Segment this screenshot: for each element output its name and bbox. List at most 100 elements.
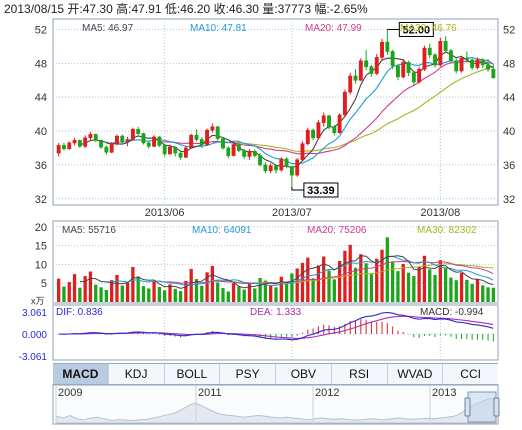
volume-bar[interactable] bbox=[104, 289, 109, 302]
candle[interactable] bbox=[152, 135, 157, 148]
volume-bar[interactable] bbox=[348, 244, 352, 302]
volume-bar[interactable] bbox=[279, 276, 283, 302]
candle[interactable] bbox=[316, 120, 321, 140]
candle[interactable] bbox=[157, 136, 162, 148]
volume-bar[interactable] bbox=[178, 291, 183, 302]
candle[interactable] bbox=[385, 29, 390, 55]
volume-bar[interactable] bbox=[210, 265, 215, 302]
volume-bar[interactable] bbox=[115, 274, 119, 302]
candle[interactable] bbox=[210, 123, 215, 133]
candle[interactable] bbox=[327, 114, 331, 130]
volume-bar[interactable] bbox=[406, 272, 411, 302]
candle[interactable] bbox=[62, 142, 66, 151]
candle[interactable] bbox=[464, 51, 469, 63]
volume-bar[interactable] bbox=[438, 260, 442, 302]
candle[interactable] bbox=[83, 135, 88, 148]
candle[interactable] bbox=[353, 69, 358, 84]
volume-bar[interactable] bbox=[311, 278, 315, 302]
volume-bar[interactable] bbox=[449, 277, 453, 302]
tab-boll[interactable]: BOLL bbox=[165, 364, 221, 384]
candle[interactable] bbox=[406, 60, 411, 77]
tab-rsi[interactable]: RSI bbox=[332, 364, 388, 384]
candle[interactable] bbox=[88, 131, 93, 141]
candle[interactable] bbox=[380, 38, 384, 61]
candle[interactable] bbox=[115, 134, 119, 146]
candle[interactable] bbox=[146, 141, 151, 149]
candle[interactable] bbox=[279, 157, 284, 172]
candle[interactable] bbox=[258, 153, 263, 167]
volume-bar[interactable] bbox=[136, 276, 140, 302]
candle[interactable] bbox=[236, 142, 241, 153]
volume-bar[interactable] bbox=[401, 264, 405, 302]
volume-bar[interactable] bbox=[359, 254, 363, 302]
candle[interactable] bbox=[268, 163, 273, 174]
volume-bar[interactable] bbox=[147, 288, 151, 302]
candle[interactable] bbox=[56, 142, 61, 157]
volume-bar[interactable] bbox=[110, 280, 114, 302]
volume-bar[interactable] bbox=[327, 270, 331, 302]
candle[interactable] bbox=[136, 126, 141, 137]
volume-bar[interactable] bbox=[263, 280, 268, 302]
volume-bar[interactable] bbox=[274, 287, 278, 302]
volume-bar[interactable] bbox=[184, 280, 188, 302]
candle[interactable] bbox=[93, 133, 98, 143]
volume-bar[interactable] bbox=[258, 277, 262, 302]
volume-bar[interactable] bbox=[475, 279, 480, 302]
candle[interactable] bbox=[448, 48, 453, 64]
volume-bar[interactable] bbox=[205, 272, 209, 302]
candle[interactable] bbox=[194, 129, 199, 142]
candle[interactable] bbox=[364, 49, 369, 71]
tab-psy[interactable]: PSY bbox=[220, 364, 276, 384]
candle[interactable] bbox=[454, 58, 459, 74]
volume-bar[interactable] bbox=[433, 274, 437, 302]
volume-bar[interactable] bbox=[369, 274, 374, 302]
volume-bar[interactable] bbox=[465, 279, 469, 302]
candle[interactable] bbox=[300, 141, 305, 161]
candle[interactable] bbox=[67, 141, 72, 150]
volume-bar[interactable] bbox=[216, 282, 220, 302]
candle[interactable] bbox=[183, 145, 188, 159]
candle[interactable] bbox=[130, 127, 135, 141]
candle[interactable] bbox=[242, 148, 247, 159]
candle[interactable] bbox=[221, 136, 225, 150]
volume-bar[interactable] bbox=[300, 262, 305, 302]
volume-bar[interactable] bbox=[194, 279, 199, 302]
volume-bar[interactable] bbox=[226, 291, 230, 302]
candle[interactable] bbox=[99, 139, 104, 149]
volume-bar[interactable] bbox=[221, 288, 225, 302]
volume-bar[interactable] bbox=[316, 265, 321, 302]
volume-bar[interactable] bbox=[481, 285, 485, 302]
candle[interactable] bbox=[178, 152, 183, 160]
volume-bar[interactable] bbox=[62, 286, 66, 302]
volume-bar[interactable] bbox=[295, 268, 299, 302]
volume-bar[interactable] bbox=[83, 276, 87, 302]
candle[interactable] bbox=[289, 165, 294, 188]
candle[interactable] bbox=[215, 125, 220, 141]
navigator-right-handle[interactable] bbox=[493, 397, 500, 417]
volume-bar[interactable] bbox=[242, 289, 246, 302]
candle[interactable] bbox=[390, 49, 395, 70]
volume-bar[interactable] bbox=[120, 285, 124, 302]
candle[interactable] bbox=[125, 136, 130, 147]
candle[interactable] bbox=[369, 65, 374, 77]
candle[interactable] bbox=[374, 54, 379, 76]
candle[interactable] bbox=[342, 89, 347, 116]
volume-bar[interactable] bbox=[88, 271, 93, 302]
candle[interactable] bbox=[120, 134, 125, 144]
tab-macd[interactable]: MACD bbox=[53, 364, 109, 384]
volume-bar[interactable] bbox=[57, 278, 61, 302]
candle[interactable] bbox=[305, 127, 310, 146]
candle[interactable] bbox=[459, 55, 464, 73]
candle[interactable] bbox=[173, 146, 178, 157]
volume-bar[interactable] bbox=[163, 290, 167, 302]
candle[interactable] bbox=[199, 136, 204, 148]
volume-bar[interactable] bbox=[412, 276, 416, 302]
candle[interactable] bbox=[411, 70, 416, 86]
volume-bar[interactable] bbox=[470, 283, 474, 302]
candle[interactable] bbox=[332, 125, 337, 136]
volume-bar[interactable] bbox=[332, 279, 336, 302]
candle[interactable] bbox=[348, 72, 353, 95]
candle[interactable] bbox=[77, 139, 82, 148]
tab-wvad[interactable]: WVAD bbox=[388, 364, 444, 384]
candle[interactable] bbox=[443, 36, 448, 54]
